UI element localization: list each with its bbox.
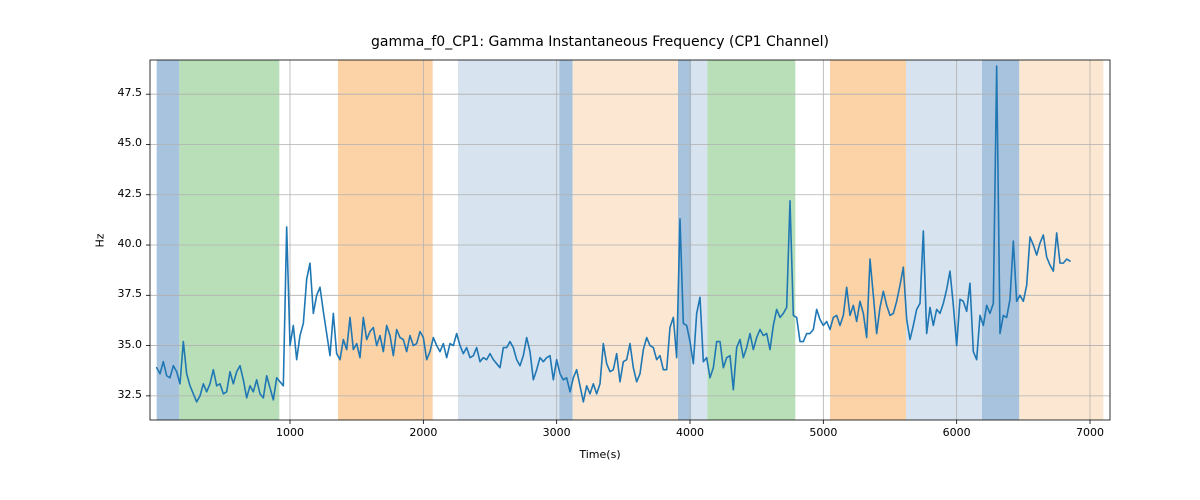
- x-tick-label: 1000: [265, 426, 315, 439]
- plot-area: [0, 0, 1200, 500]
- figure: gamma_f0_CP1: Gamma Instantaneous Freque…: [0, 0, 1200, 500]
- background-bands: [157, 60, 1104, 420]
- y-tick-label: 37.5: [118, 287, 143, 300]
- y-tick-label: 47.5: [118, 86, 143, 99]
- y-tick-label: 32.5: [118, 388, 143, 401]
- x-tick-label: 6000: [932, 426, 982, 439]
- y-tick-label: 45.0: [118, 136, 143, 149]
- x-tick-label: 3000: [532, 426, 582, 439]
- x-tick-label: 4000: [665, 426, 715, 439]
- x-tick-label: 2000: [398, 426, 448, 439]
- x-tick-label: 7000: [1065, 426, 1115, 439]
- y-tick-label: 42.5: [118, 187, 143, 200]
- x-tick-label: 5000: [798, 426, 848, 439]
- y-tick-label: 40.0: [118, 237, 143, 250]
- y-tick-label: 35.0: [118, 338, 143, 351]
